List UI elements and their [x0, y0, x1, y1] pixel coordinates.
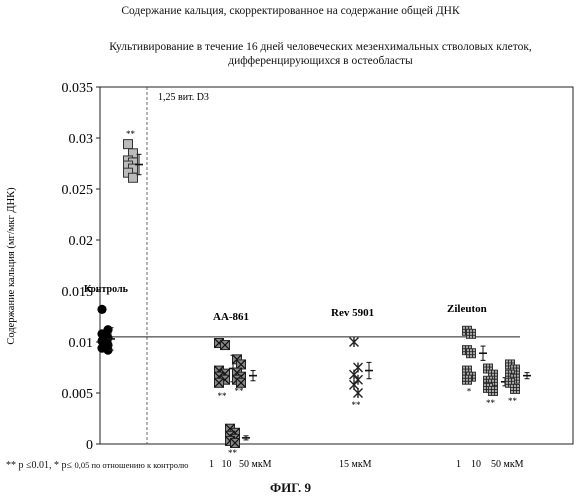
y-tick-label: 0.015: [62, 285, 94, 300]
data-point: [237, 360, 246, 369]
dose-label-zileuton: 1 10 50 мкМ: [456, 459, 524, 470]
footnote-significance: ** p ≤0.01, * p≤: [6, 460, 74, 471]
significance-label: **: [126, 129, 136, 139]
footnote: ** p ≤0.01, * p≤ 0,05 по отношению к кон…: [6, 460, 189, 471]
data-point: [354, 388, 363, 398]
dose-label-aa861: 1 10 50 мкМ: [209, 459, 272, 470]
significance-label: **: [235, 386, 245, 396]
significance-label: *: [467, 387, 472, 397]
data-point: [511, 384, 520, 393]
plot-frame: [100, 87, 573, 444]
data-point: [124, 140, 133, 149]
zileuton-label: Zileuton: [447, 303, 487, 315]
figure-label: ФИГ. 9: [0, 480, 581, 496]
data-point: [489, 386, 498, 395]
y-tick-label: 0: [86, 438, 93, 453]
footnote-reference: 0,05 по отношению к контролю: [74, 460, 188, 470]
data-point: [97, 305, 106, 314]
y-tick-label: 0.03: [69, 132, 94, 147]
aa861-label: AA-861: [213, 311, 249, 323]
y-tick-label: 0.01: [69, 336, 94, 351]
data-point: [129, 173, 138, 182]
significance-label: **: [218, 391, 228, 401]
significance-label: **: [508, 396, 518, 406]
rev5901-label: Rev 5901: [331, 307, 374, 319]
data-point: [350, 337, 359, 347]
y-tick-label: 0.02: [69, 234, 94, 249]
data-point: [467, 329, 476, 338]
y-tick-label: 0.035: [62, 81, 94, 96]
data-point: [221, 341, 230, 350]
data-point: [231, 438, 240, 447]
dose-label-rev5901: 15 мкМ: [339, 459, 372, 470]
y-tick-label: 0.005: [62, 387, 94, 402]
vit-d3-label: 1,25 вит. D3: [158, 92, 209, 103]
significance-label: **: [352, 400, 362, 410]
data-point: [463, 375, 472, 384]
y-axis-label: Содержание кальция (мг/мкг ДНК): [6, 187, 17, 345]
data-point: [467, 349, 476, 358]
significance-label: **: [486, 398, 496, 408]
y-tick-label: 0.025: [62, 183, 94, 198]
significance-label: **: [228, 448, 238, 458]
data-point: [215, 378, 224, 387]
